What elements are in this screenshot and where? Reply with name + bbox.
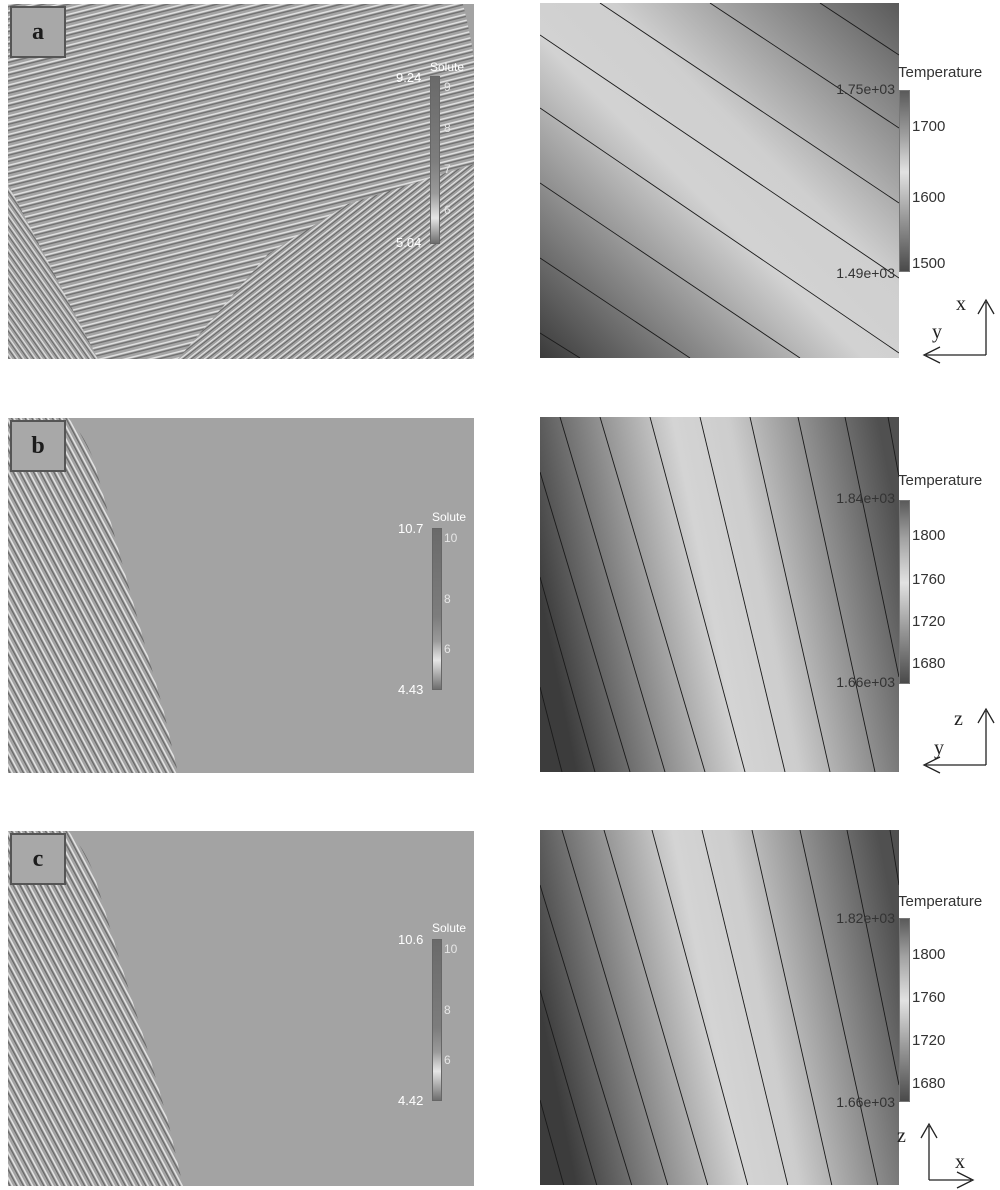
- temperature-max-label: 1.84e+03: [836, 490, 895, 506]
- coordinate-axes-a: x y: [922, 293, 995, 364]
- temperature-max-label: 1.75e+03: [836, 81, 895, 97]
- temperature-tick: 1800: [912, 946, 946, 963]
- solute-tick: 10: [444, 942, 458, 956]
- temperature-max-label: 1.82e+03: [836, 910, 895, 926]
- temperature-colorbar: [899, 90, 910, 272]
- dendrite-microstructure-c: [8, 831, 474, 1186]
- horizontal-axis-label: y: [934, 737, 944, 759]
- temperature-colorbar-title: Temperature: [898, 893, 983, 910]
- temperature-contours-a: [540, 3, 899, 358]
- solute-colorbar: [430, 76, 440, 244]
- temperature-field-panel-c: [540, 830, 899, 1185]
- solute-max-label: 10.7: [398, 521, 424, 536]
- temperature-field-panel-a: [540, 3, 899, 358]
- temperature-field-panel-b: [540, 417, 899, 772]
- solute-colorbar-title: Solute: [432, 921, 467, 935]
- temperature-colorbar-title: Temperature: [898, 472, 983, 489]
- temperature-tick: 1760: [912, 989, 946, 1006]
- temperature-colorbar: [899, 500, 910, 684]
- temperature-contours-b: [540, 417, 899, 772]
- solute-tick: 6: [444, 203, 451, 217]
- vertical-axis-label: z: [897, 1125, 906, 1147]
- temperature-colorbar: [899, 918, 910, 1102]
- temperature-tick: 1500: [912, 255, 946, 272]
- solute-min-label: 4.43: [398, 682, 424, 697]
- temperature-tick: 1720: [912, 1032, 946, 1049]
- solute-min-label: 5.04: [396, 235, 422, 250]
- temperature-contours-c: [540, 830, 899, 1185]
- solute-field-panel-b: b Solute 10.7 4.43 10 8 6: [8, 418, 474, 773]
- solute-min-label: 4.42: [398, 1093, 424, 1108]
- solute-colorbar-title: Solute: [432, 510, 467, 524]
- horizontal-axis-label: y: [932, 321, 942, 343]
- temperature-tick: 1800: [912, 527, 946, 544]
- temperature-min-label: 1.66e+03: [836, 1094, 895, 1110]
- solute-tick: 8: [444, 1003, 451, 1017]
- solute-tick: 10: [444, 531, 458, 545]
- temperature-tick: 1720: [912, 613, 946, 630]
- solute-max-label: 10.6: [398, 932, 424, 947]
- temperature-min-label: 1.66e+03: [836, 674, 895, 690]
- coordinate-axes-b: z y: [922, 707, 995, 774]
- panel-label-c: c: [10, 833, 66, 885]
- solute-max-label: 9.24: [396, 70, 422, 85]
- panel-label-b: b: [10, 420, 66, 472]
- dendrite-microstructure-a: [8, 4, 474, 359]
- solute-tick: 9: [444, 80, 451, 94]
- dendrite-microstructure-b: [8, 418, 474, 773]
- coordinate-axes-c: z x: [897, 1122, 975, 1189]
- solute-tick: 8: [444, 121, 451, 135]
- horizontal-axis-label: x: [955, 1151, 965, 1173]
- temperature-tick: 1680: [912, 655, 946, 672]
- solute-tick: 6: [444, 1053, 451, 1067]
- solute-colorbar: [432, 528, 442, 690]
- solute-colorbar: [432, 939, 442, 1101]
- temperature-colorbar-title: Temperature: [898, 64, 983, 81]
- vertical-axis-label: z: [954, 708, 963, 730]
- solute-field-panel-c: c Solute 10.6 4.42 10 8 6: [8, 831, 474, 1186]
- panel-label-a: a: [10, 6, 66, 58]
- temperature-tick: 1760: [912, 571, 946, 588]
- temperature-min-label: 1.49e+03: [836, 265, 895, 281]
- solute-tick: 8: [444, 592, 451, 606]
- temperature-tick: 1700: [912, 118, 946, 135]
- vertical-axis-label: x: [956, 293, 966, 315]
- solute-tick: 6: [444, 642, 451, 656]
- solute-field-panel-a: a Solute 9.24 5.04 9 8 7 6: [8, 4, 474, 359]
- solute-tick: 7: [444, 162, 451, 176]
- solute-colorbar-title: Solute: [430, 60, 465, 74]
- temperature-tick: 1680: [912, 1075, 946, 1092]
- temperature-tick: 1600: [912, 189, 946, 206]
